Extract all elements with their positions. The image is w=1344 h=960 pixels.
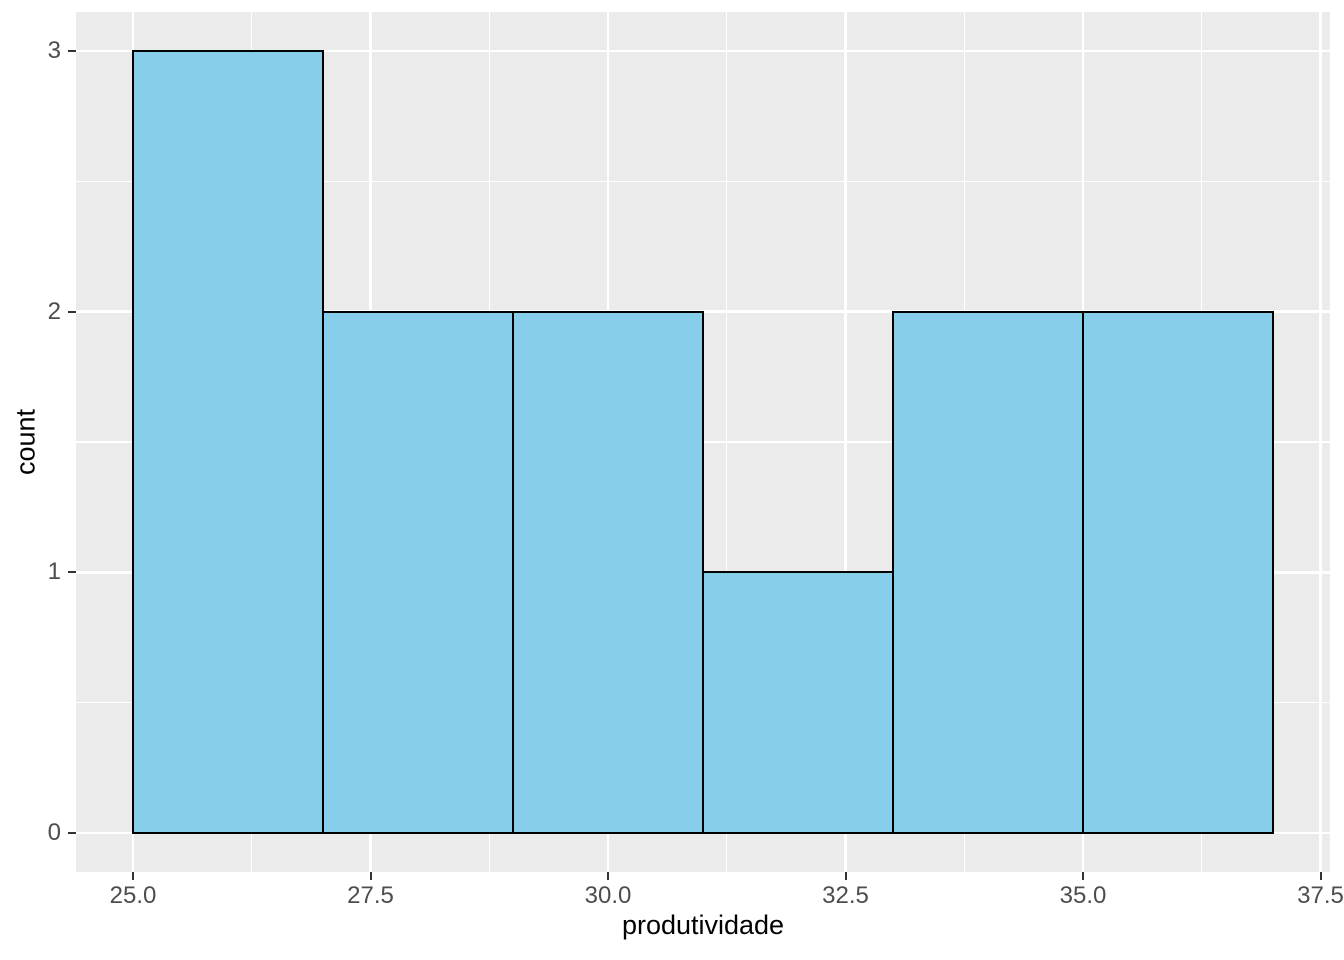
x-tick-label: 25.0 [109, 882, 157, 909]
x-tick-label: 35.0 [1059, 882, 1107, 909]
y-tick-label: 1 [47, 558, 61, 586]
y-gridline-major [76, 49, 1330, 53]
x-axis-title: produtividade [621, 910, 785, 940]
x-tick-label: 30.0 [584, 882, 632, 909]
histogram-bar [1082, 311, 1274, 834]
x-tick-mark [1082, 872, 1084, 880]
x-tick-mark [132, 872, 134, 880]
x-tick-mark [607, 872, 609, 880]
histogram-bar [702, 571, 894, 834]
x-tick-mark [369, 872, 372, 880]
histogram-bar [892, 311, 1084, 834]
y-axis-title: count [10, 408, 41, 476]
x-tick-label: 27.5 [347, 882, 394, 909]
histogram-bar [322, 311, 514, 834]
x-tick-label: 37.5 [1297, 882, 1344, 909]
plot-panel [76, 12, 1330, 872]
y-tick-mark [68, 571, 76, 574]
x-tick-mark [1319, 872, 1322, 880]
y-gridline-minor [76, 180, 1330, 183]
histogram-bar [512, 311, 704, 834]
y-tick-mark [68, 310, 76, 313]
y-tick-mark [68, 831, 76, 834]
y-tick-mark [68, 50, 76, 53]
y-tick-label: 0 [47, 818, 61, 846]
x-tick-label: 32.5 [822, 882, 869, 909]
x-gridline-major [844, 12, 847, 872]
y-tick-label: 3 [47, 37, 61, 65]
histogram-bar [132, 50, 324, 834]
y-tick-label: 2 [47, 297, 61, 325]
x-gridline-major [1319, 12, 1322, 872]
x-tick-mark [844, 872, 847, 880]
